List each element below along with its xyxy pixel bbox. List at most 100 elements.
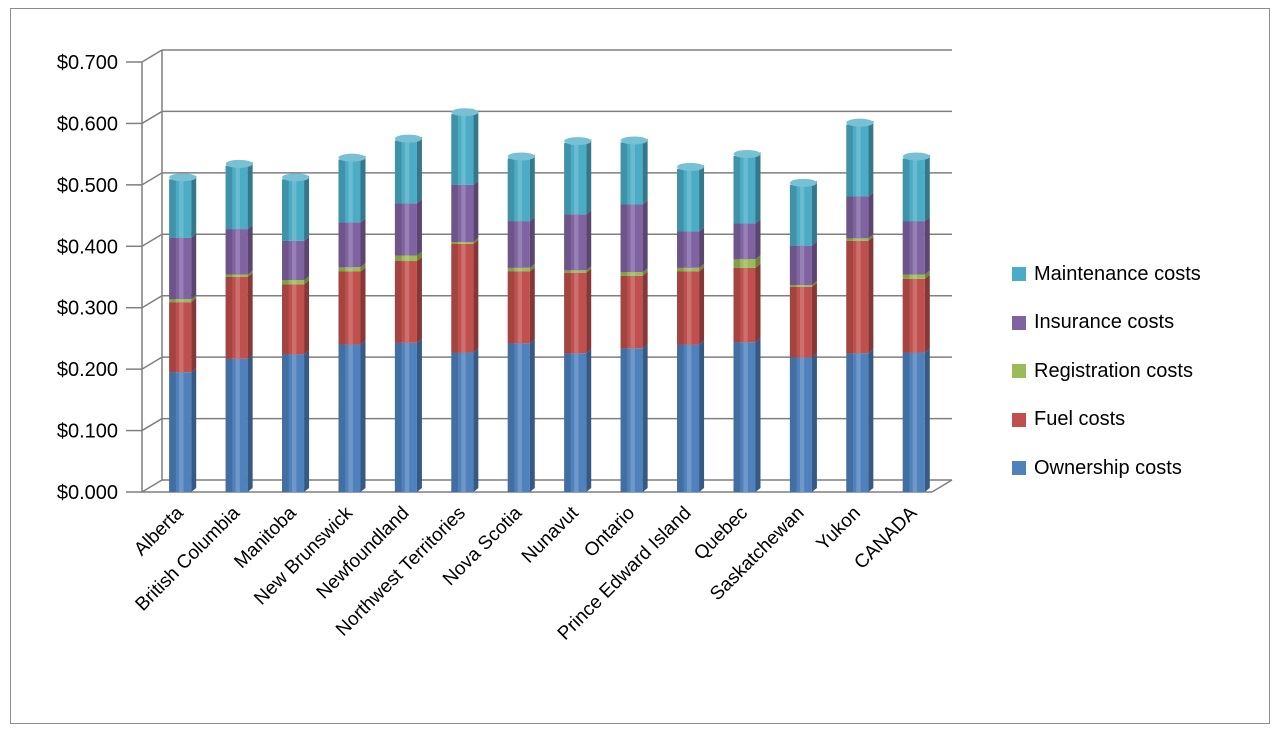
legend-label: Maintenance costs bbox=[1034, 262, 1201, 285]
bar-segment bbox=[902, 217, 930, 275]
legend-swatch bbox=[1012, 461, 1026, 476]
y-tick-label: $0.400 bbox=[57, 236, 118, 258]
bar-segment bbox=[507, 217, 535, 268]
bar-segment bbox=[564, 210, 592, 271]
gridline bbox=[141, 356, 952, 370]
bar-segment bbox=[169, 295, 197, 303]
x-tick-label: Yukon bbox=[813, 503, 865, 555]
y-tick-label: $0.700 bbox=[57, 52, 118, 74]
bar-segment bbox=[733, 255, 761, 268]
bar-top-cap bbox=[902, 152, 930, 161]
gridline bbox=[141, 110, 952, 125]
bar-segment bbox=[169, 368, 197, 492]
bar-segment bbox=[846, 349, 874, 492]
bar-segment bbox=[902, 270, 930, 279]
legend-label: Fuel costs bbox=[1034, 408, 1126, 431]
gridline bbox=[141, 479, 952, 493]
bar-segment bbox=[620, 200, 648, 273]
x-tick-label: CANADA bbox=[850, 502, 921, 573]
bar-segment bbox=[451, 239, 479, 353]
bar-segment bbox=[282, 350, 310, 492]
bar-segment bbox=[338, 218, 366, 268]
bar-segment bbox=[507, 267, 535, 344]
bars bbox=[169, 108, 930, 492]
bar-segment bbox=[394, 136, 422, 204]
bar-segment bbox=[169, 175, 197, 238]
bar-segment bbox=[733, 338, 761, 492]
bar-segment bbox=[338, 340, 366, 492]
bar-segment bbox=[677, 164, 705, 232]
floor-edge bbox=[931, 479, 953, 493]
bar-segment bbox=[789, 180, 817, 246]
legend-swatch bbox=[1012, 267, 1026, 282]
bar-segment bbox=[789, 282, 817, 358]
y-tick-label: $0.100 bbox=[57, 421, 118, 443]
bar-segment bbox=[789, 280, 817, 287]
bar-segment bbox=[451, 237, 479, 244]
bar-top-cap bbox=[338, 153, 366, 162]
legend-swatch bbox=[1012, 364, 1026, 379]
y-tick-label: $0.500 bbox=[57, 175, 118, 197]
bar-segment bbox=[282, 280, 310, 355]
bar-segment bbox=[564, 266, 592, 273]
bar-segment bbox=[620, 268, 648, 276]
bar-segment bbox=[846, 236, 874, 354]
bar-segment bbox=[282, 175, 310, 241]
bar-segment bbox=[733, 219, 761, 260]
bar-top-cap bbox=[451, 108, 479, 117]
bar-segment bbox=[338, 267, 366, 345]
x-tick-label: New Brunswick bbox=[250, 502, 357, 609]
bar-segment bbox=[451, 110, 479, 185]
bar-segment bbox=[451, 348, 479, 492]
bar-segment bbox=[225, 161, 253, 230]
bar-top-cap bbox=[564, 137, 592, 146]
bar-top-cap bbox=[225, 159, 253, 168]
bar-segment bbox=[394, 338, 422, 492]
bar-segment bbox=[846, 192, 874, 239]
legend-label: Insurance costs bbox=[1034, 311, 1175, 334]
bar-segment bbox=[394, 199, 422, 256]
bar-segment bbox=[507, 154, 535, 222]
y-axis: $0.000 $0.100 $0.200 $0.300 $0.400 $0.500 $0.6… bbox=[57, 52, 953, 504]
bar-segment bbox=[338, 263, 366, 272]
bar-segment bbox=[394, 251, 422, 262]
bar-segment bbox=[225, 273, 253, 359]
gridline bbox=[141, 49, 952, 63]
legend-item: Ownership costs bbox=[1012, 444, 1201, 493]
bar-segment bbox=[677, 263, 705, 272]
gridline bbox=[141, 294, 952, 309]
bar-segment bbox=[620, 138, 648, 205]
legend-label: Registration costs bbox=[1034, 359, 1193, 382]
bar-top-cap bbox=[846, 118, 874, 127]
bar-segment bbox=[451, 180, 479, 242]
legend-item: Insurance costs bbox=[1012, 299, 1201, 348]
bar-segment bbox=[507, 339, 535, 492]
legend-item: Maintenance costs bbox=[1012, 250, 1201, 299]
legend-item: Fuel costs bbox=[1012, 396, 1201, 445]
gridline bbox=[141, 417, 952, 432]
gridline bbox=[141, 233, 952, 247]
bar-segment bbox=[338, 155, 366, 223]
bar-segment bbox=[902, 274, 930, 353]
bar-top-cap bbox=[620, 136, 648, 145]
bar-segment bbox=[733, 151, 761, 224]
bar-segment bbox=[733, 263, 761, 343]
bar-segment bbox=[902, 348, 930, 492]
y-tick-label: $0.200 bbox=[57, 359, 118, 381]
bar-top-cap bbox=[169, 173, 197, 182]
y-tick-label: $0.300 bbox=[57, 298, 118, 320]
bar-top-cap bbox=[282, 173, 310, 182]
y-tick-label: $0.000 bbox=[57, 482, 118, 504]
legend-swatch bbox=[1012, 315, 1026, 330]
bar-segment bbox=[564, 349, 592, 492]
bar-segment bbox=[282, 276, 310, 285]
bar-top-cap bbox=[733, 149, 761, 158]
bar-segment bbox=[620, 271, 648, 349]
gridline bbox=[141, 172, 952, 186]
bar-segment bbox=[564, 139, 592, 215]
bar-top-cap bbox=[394, 134, 422, 143]
bar-segment bbox=[169, 298, 197, 373]
grid-lines bbox=[141, 49, 952, 493]
